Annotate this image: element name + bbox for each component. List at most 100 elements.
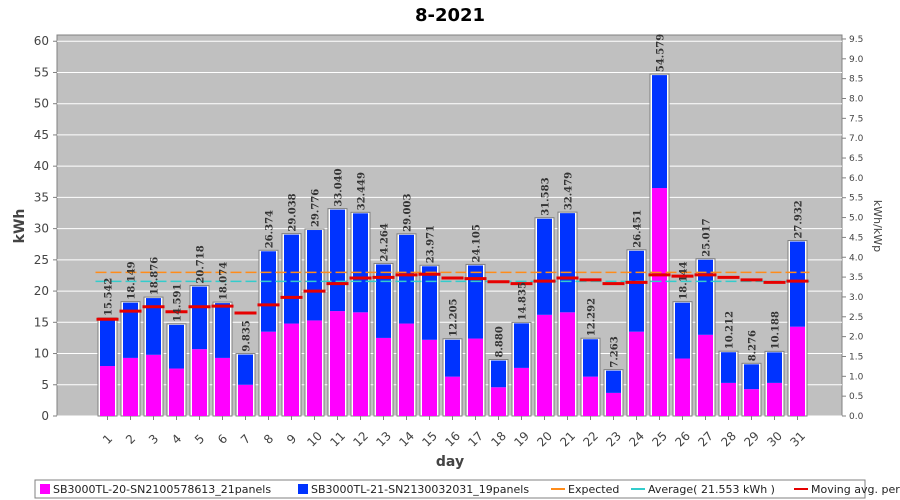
chart-title: 8-2021: [415, 5, 485, 26]
y2-tick-label: 9.0: [849, 55, 864, 65]
y2-tick-label: 2.5: [849, 313, 863, 323]
legend-label: Expected: [568, 483, 619, 496]
bar-segment-sb3000tl-20: [675, 358, 690, 416]
y-tick-label: 35: [34, 190, 49, 204]
x-tick-label: 7: [238, 432, 253, 447]
bar-segment-sb3000tl-20: [652, 188, 667, 416]
bar-segment-sb3000tl-20: [790, 326, 805, 416]
legend-label: SB3000TL-21-SN2130032031_19panels: [311, 483, 529, 496]
bar-total-label: 18.149: [127, 261, 138, 299]
bar-segment-sb3000tl-20: [169, 368, 184, 416]
y-tick-label: 40: [34, 159, 49, 173]
bar-segment-sb3000tl-21: [606, 370, 621, 393]
bar-total-label: 27.932: [794, 200, 805, 238]
bar-total-label: 12.292: [587, 298, 598, 336]
bar-segment-sb3000tl-20: [698, 334, 713, 416]
bar-segment-sb3000tl-20: [330, 311, 345, 416]
x-tick-label: 30: [764, 429, 785, 450]
legend: SB3000TL-20-SN2100578613_21panels SB3000T…: [34, 479, 900, 499]
bar-total-label: 29.776: [311, 189, 322, 227]
legend-item: SB3000TL-21-SN2130032031_19panels: [298, 483, 529, 496]
x-tick-label: 12: [350, 429, 371, 450]
x-tick-label: 25: [649, 429, 670, 450]
x-tick-label: 29: [741, 429, 762, 450]
x-tick-label: 17: [465, 429, 486, 450]
bar-segment-sb3000tl-21: [399, 234, 414, 324]
bar-total-label: 8.880: [495, 326, 506, 357]
bar-segment-sb3000tl-20: [767, 382, 782, 416]
bar-segment-sb3000tl-21: [215, 303, 230, 358]
x-axis-label: day: [436, 454, 464, 470]
bar-segment-sb3000tl-21: [353, 213, 368, 313]
y-tick-label: 10: [34, 347, 49, 361]
y2-tick-label: 1.5: [849, 352, 863, 362]
x-tick-label: 3: [146, 432, 161, 447]
y2-tick-label: 5.0: [849, 214, 864, 224]
bar-total-label: 33.040: [334, 168, 345, 206]
bar-total-label: 7.263: [610, 336, 621, 367]
legend-item: Expected: [551, 483, 619, 496]
bar-segment-sb3000tl-21: [767, 352, 782, 383]
y-tick-label: 55: [34, 65, 49, 79]
bar-total-label: 24.105: [472, 224, 483, 262]
x-tick-label: 26: [672, 429, 693, 450]
y2-tick-label: 8.5: [849, 75, 863, 85]
legend-label: Moving avg. per day.: [811, 483, 900, 496]
bar-segment-sb3000tl-21: [146, 298, 161, 355]
bar-segment-sb3000tl-21: [238, 354, 253, 385]
bar-total-label: 8.276: [748, 330, 759, 361]
bar-total-label: 20.718: [196, 245, 207, 283]
bar-segment-sb3000tl-21: [790, 241, 805, 327]
bar-segment-sb3000tl-21: [284, 234, 299, 324]
bar-segment-sb3000tl-21: [307, 230, 322, 321]
bars: [97, 73, 808, 417]
bar-segment-sb3000tl-20: [606, 392, 621, 416]
bar-total-label: 29.038: [288, 193, 299, 231]
y-tick-label: 30: [34, 222, 49, 236]
bar-segment-sb3000tl-20: [491, 387, 506, 416]
bar-total-label: 26.374: [265, 210, 276, 248]
y-tick-label: 25: [34, 253, 49, 267]
bar-segment-sb3000tl-21: [491, 360, 506, 388]
y2-tick-label: 5.5: [849, 194, 863, 204]
bar-total-label: 23.971: [426, 225, 437, 263]
bar-total-label: 32.449: [357, 172, 368, 210]
y2-tick-label: 1.0: [849, 372, 864, 382]
x-tick-label: 13: [373, 429, 394, 450]
y2-tick-label: 3.5: [849, 273, 863, 283]
x-tick-label: 18: [488, 429, 509, 450]
bar-segment-sb3000tl-20: [468, 338, 483, 416]
y-tick-label: 45: [34, 128, 49, 142]
y2-tick-label: 4.0: [849, 253, 864, 263]
y2-tick-label: 6.0: [849, 174, 864, 184]
bar-segment-sb3000tl-20: [100, 366, 115, 416]
bar-total-label: 18.876: [150, 257, 161, 295]
legend-item: Average( 21.553 kWh ): [631, 483, 775, 496]
bar-segment-sb3000tl-20: [399, 323, 414, 416]
bar-segment-sb3000tl-21: [330, 209, 345, 312]
bar-segment-sb3000tl-21: [721, 352, 736, 383]
y2-tick-label: 4.5: [849, 233, 863, 243]
bar-segment-sb3000tl-20: [123, 357, 138, 416]
legend-item: SB3000TL-20-SN2100578613_21panels: [40, 483, 271, 496]
bar-segment-sb3000tl-20: [560, 312, 575, 416]
bar-segment-sb3000tl-21: [652, 75, 667, 189]
bar-total-label: 9.835: [242, 320, 253, 351]
y-tick-label: 20: [34, 284, 49, 298]
x-tick-label: 1: [100, 432, 115, 447]
bar-segment-sb3000tl-20: [721, 382, 736, 416]
y2-tick-label: 9.5: [849, 35, 863, 45]
x-tick-label: 9: [284, 432, 299, 447]
bar-total-label: 25.017: [702, 218, 713, 256]
y2-tick-label: 3.0: [849, 293, 864, 303]
x-tick-label: 28: [718, 429, 739, 450]
y-tick-label: 15: [34, 315, 49, 329]
bar-segment-sb3000tl-21: [675, 302, 690, 359]
bar-segment-sb3000tl-20: [238, 384, 253, 416]
bar-segment-sb3000tl-20: [629, 331, 644, 416]
bar-total-label: 14.591: [173, 284, 184, 322]
x-tick-label: 8: [261, 432, 276, 447]
y2-tick-label: 7.5: [849, 114, 863, 124]
